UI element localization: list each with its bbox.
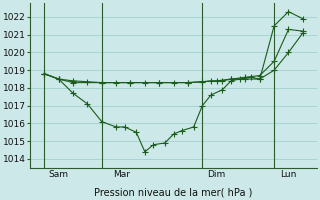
Text: Dim: Dim (208, 170, 226, 179)
X-axis label: Pression niveau de la mer( hPa ): Pression niveau de la mer( hPa ) (94, 187, 253, 197)
Text: Mar: Mar (113, 170, 130, 179)
Text: Sam: Sam (49, 170, 69, 179)
Text: Lun: Lun (280, 170, 297, 179)
